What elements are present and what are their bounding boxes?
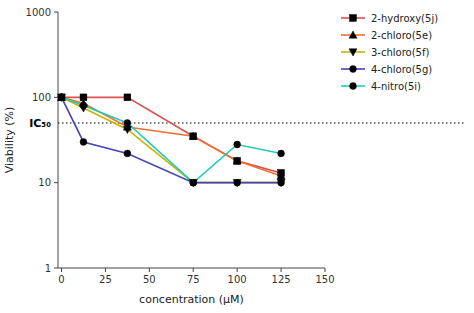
point — [277, 172, 285, 179]
x-tick-label: 150 — [315, 274, 334, 285]
x-tick-label: 50 — [143, 274, 156, 285]
x-tick-label: 75 — [187, 274, 200, 285]
x-axis-label: concentration (μM) — [139, 293, 244, 306]
point — [233, 179, 241, 186]
x-tick — [325, 268, 326, 272]
point — [58, 94, 66, 101]
point — [278, 150, 285, 157]
point — [190, 133, 197, 140]
legend-label: 3-chloro(5f) — [371, 47, 429, 58]
series-line — [62, 97, 282, 182]
legend-label: 2-chloro(5e) — [371, 30, 432, 41]
legend-label: 4-chloro(5g) — [371, 64, 432, 75]
point — [234, 179, 241, 186]
legend-label: 2-hydroxy(5j) — [371, 13, 438, 24]
x-tick — [149, 268, 150, 272]
x-tick — [61, 268, 62, 272]
annotation-label: IC₅₀ — [29, 117, 51, 130]
point — [80, 102, 87, 109]
legend-marker — [349, 31, 357, 38]
point — [234, 141, 241, 148]
point — [58, 93, 66, 100]
chart: 0 25 50 75 100 125 150 1 10 100 1000 concentration … — [0, 0, 474, 313]
x-tick — [281, 268, 282, 272]
point — [189, 179, 197, 186]
legend-marker — [349, 49, 357, 56]
x-tick — [237, 268, 238, 272]
x-axis — [58, 268, 325, 269]
y-tick-label: 10 — [38, 177, 51, 188]
point — [190, 179, 197, 186]
point — [233, 157, 241, 164]
y-tick-label: 1000 — [26, 7, 51, 18]
y-tick — [54, 97, 58, 98]
y-tick — [54, 268, 58, 269]
legend-marker — [350, 15, 357, 22]
plot-area — [58, 93, 286, 186]
y-tick — [54, 12, 58, 13]
x-tick — [193, 268, 194, 272]
point — [124, 120, 131, 127]
y-axis-label: Viability (%) — [3, 107, 16, 174]
x-tick — [105, 268, 106, 272]
y-tick-label: 100 — [32, 92, 51, 103]
point — [58, 94, 65, 101]
x-tick-label: 125 — [272, 274, 291, 285]
x-tick-label: 0 — [58, 274, 64, 285]
x-tick-label: 25 — [99, 274, 112, 285]
legend: 2-hydroxy(5j) 2-chloro(5e) 3-chloro(5f) 4-c… — [341, 13, 438, 92]
point — [190, 179, 197, 186]
point — [58, 94, 65, 101]
point — [124, 94, 131, 101]
point — [123, 126, 131, 133]
point — [124, 150, 131, 157]
point — [80, 139, 87, 146]
legend-marker — [350, 66, 357, 73]
point — [58, 94, 65, 101]
y-tick-label: 1 — [45, 263, 51, 274]
x-tick-label: 100 — [228, 274, 247, 285]
chart-container: 0 25 50 75 100 125 150 1 10 100 1000 concentration … — [0, 0, 474, 313]
y-tick — [54, 182, 58, 183]
y-axis — [58, 12, 59, 268]
legend-label: 4-nitro(5i) — [371, 81, 421, 92]
point — [277, 179, 285, 186]
legend-marker — [350, 83, 357, 90]
point — [278, 179, 285, 186]
series-line — [62, 97, 282, 182]
series-line — [62, 97, 282, 182]
point — [189, 132, 197, 139]
point — [234, 157, 241, 164]
